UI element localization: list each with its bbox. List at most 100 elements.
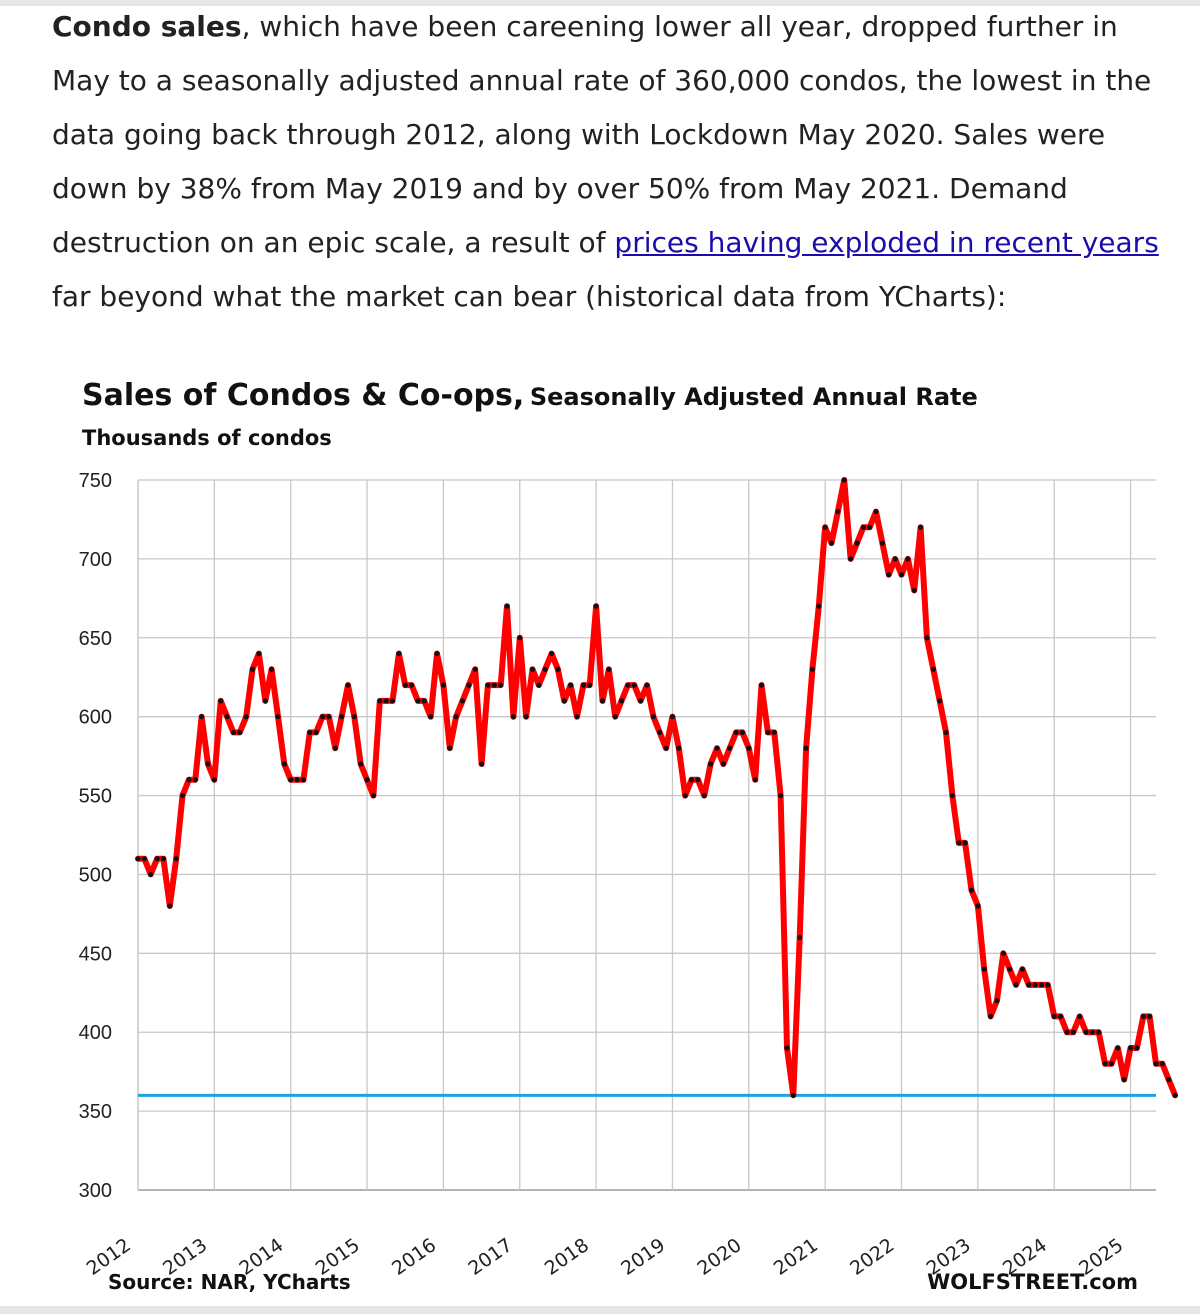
data-point xyxy=(332,745,338,751)
data-point xyxy=(905,556,911,562)
data-point xyxy=(478,761,485,767)
data-point xyxy=(135,856,141,862)
data-point xyxy=(402,682,408,688)
y-tick-label: 300 xyxy=(79,1180,112,1202)
data-point xyxy=(491,682,497,688)
chart-title-main: Sales of Condos & Co-ops, xyxy=(82,378,525,413)
data-point xyxy=(1147,1013,1153,1020)
data-point xyxy=(911,587,917,594)
data-point xyxy=(650,714,656,720)
data-point xyxy=(809,666,816,672)
data-point xyxy=(1115,1045,1121,1051)
data-point xyxy=(205,761,211,767)
data-point xyxy=(975,903,981,909)
data-point xyxy=(377,698,383,704)
data-point xyxy=(237,729,243,736)
data-point xyxy=(167,903,173,909)
data-point xyxy=(396,650,402,657)
data-point xyxy=(752,777,758,783)
data-point xyxy=(186,777,192,783)
source-note: Source: NAR, YCharts xyxy=(108,1270,351,1294)
data-point xyxy=(1166,1076,1172,1083)
data-point xyxy=(339,714,345,720)
data-point xyxy=(179,792,186,799)
chart-subtitle: Seasonally Adjusted Annual Rate xyxy=(529,383,978,411)
data-point xyxy=(758,682,765,688)
data-point xyxy=(211,777,217,783)
data-point xyxy=(1077,1013,1083,1020)
data-point xyxy=(498,682,504,688)
data-point xyxy=(778,792,784,799)
data-point xyxy=(599,698,606,704)
data-point xyxy=(542,666,548,672)
data-point xyxy=(816,603,822,609)
article-link[interactable]: prices having exploded in recent years xyxy=(614,226,1159,259)
y-tick-label: 700 xyxy=(79,549,112,571)
data-point xyxy=(230,729,237,736)
data-point xyxy=(555,666,561,672)
data-point xyxy=(275,714,281,720)
data-point xyxy=(536,682,542,688)
data-point xyxy=(199,714,205,720)
data-point xyxy=(867,524,873,530)
data-point xyxy=(841,477,847,483)
data-point xyxy=(561,698,567,704)
data-point xyxy=(517,635,523,641)
data-point xyxy=(701,792,707,799)
data-point xyxy=(358,761,364,767)
data-point xyxy=(981,966,987,972)
bottom-divider xyxy=(0,1306,1200,1314)
data-point xyxy=(886,572,892,578)
y-tick-label: 650 xyxy=(79,628,112,650)
series-line xyxy=(135,477,1179,1099)
data-point xyxy=(688,777,695,783)
y-tick-label: 450 xyxy=(79,943,112,965)
y-tick-label: 550 xyxy=(79,786,112,808)
data-point xyxy=(1070,1029,1076,1035)
x-tick-label: 2022 xyxy=(846,1234,898,1280)
chart-figure: Sales of Condos & Co-ops, Seasonally Adj… xyxy=(0,340,1200,1314)
data-point xyxy=(1108,1061,1115,1067)
data-point xyxy=(765,729,771,736)
data-point xyxy=(930,666,936,672)
y-tick-label: 600 xyxy=(79,707,112,729)
data-point xyxy=(160,856,167,862)
data-point xyxy=(389,698,396,704)
data-point xyxy=(612,714,618,720)
data-point xyxy=(281,761,287,767)
data-point xyxy=(415,698,421,704)
data-point xyxy=(319,714,326,720)
data-point xyxy=(408,682,415,688)
data-point xyxy=(657,729,663,736)
y-tick-label: 750 xyxy=(79,470,112,492)
data-point xyxy=(1000,950,1006,956)
data-point xyxy=(294,777,300,783)
data-point xyxy=(924,635,930,641)
data-point xyxy=(1019,966,1025,972)
data-point xyxy=(459,698,466,704)
data-point xyxy=(148,871,154,878)
data-point xyxy=(428,714,434,720)
data-point xyxy=(784,1045,790,1051)
data-point xyxy=(631,682,637,688)
data-point xyxy=(440,682,446,688)
data-point xyxy=(873,508,879,515)
data-point xyxy=(1153,1061,1159,1067)
data-point xyxy=(1096,1029,1102,1035)
data-point xyxy=(510,714,516,720)
data-point xyxy=(644,682,650,688)
data-point xyxy=(822,524,828,530)
data-point xyxy=(949,792,956,799)
x-tick-label: 2020 xyxy=(693,1234,745,1280)
data-point xyxy=(708,761,714,767)
data-point xyxy=(1007,966,1013,972)
data-point xyxy=(1159,1061,1165,1067)
data-point xyxy=(548,650,555,657)
data-point xyxy=(625,682,631,688)
data-point xyxy=(1102,1061,1108,1067)
data-point xyxy=(574,714,580,720)
data-point xyxy=(1032,982,1038,988)
data-point xyxy=(224,714,230,720)
data-point xyxy=(943,729,949,736)
